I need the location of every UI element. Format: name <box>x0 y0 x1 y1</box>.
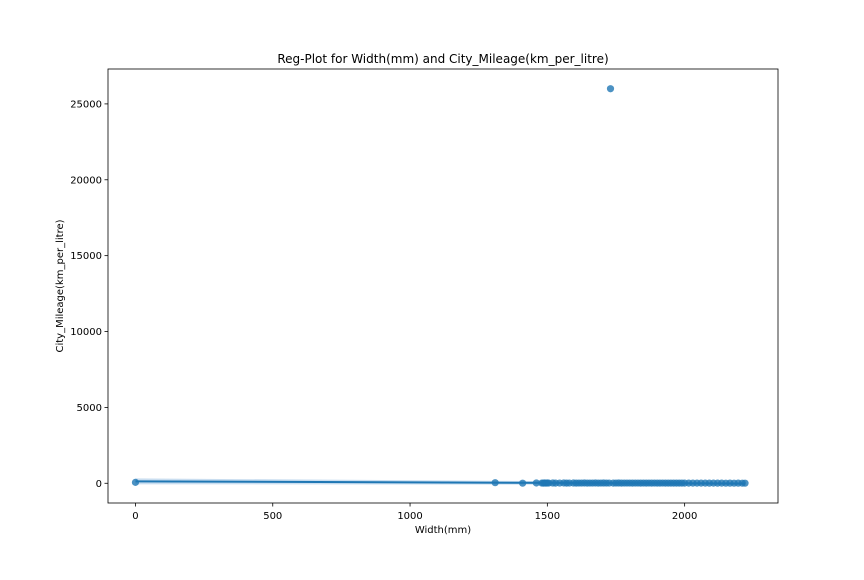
y-tick-label: 25000 <box>70 99 102 110</box>
x-ticks: 0 500 1000 1500 2000 <box>132 503 697 522</box>
data-point <box>491 479 499 487</box>
data-point <box>519 479 527 487</box>
data-point <box>741 479 749 487</box>
chart-title: Reg-Plot for Width(mm) and City_Mileage(… <box>277 52 608 66</box>
y-tick-label: 15000 <box>70 251 102 262</box>
x-axis-label: Width(mm) <box>415 525 471 536</box>
axes-frame <box>107 68 779 504</box>
y-tick-label: 5000 <box>77 403 102 414</box>
data-point <box>131 478 140 486</box>
x-tick-label: 500 <box>263 511 282 522</box>
scatter-points-layer <box>131 85 749 487</box>
y-tick-label: 0 <box>96 479 102 490</box>
x-tick-label: 0 <box>132 511 138 522</box>
y-ticks: 0 5000 10000 15000 20000 25000 <box>70 99 108 490</box>
x-tick-label: 2000 <box>672 511 697 522</box>
y-tick-label: 20000 <box>70 175 102 186</box>
x-tick-label: 1500 <box>535 511 560 522</box>
data-point <box>606 85 615 93</box>
y-axis-label: City_Mileage(km_per_litre) <box>55 219 66 352</box>
x-tick-label: 1000 <box>397 511 422 522</box>
y-tick-label: 10000 <box>70 327 102 338</box>
data-point <box>532 479 540 487</box>
